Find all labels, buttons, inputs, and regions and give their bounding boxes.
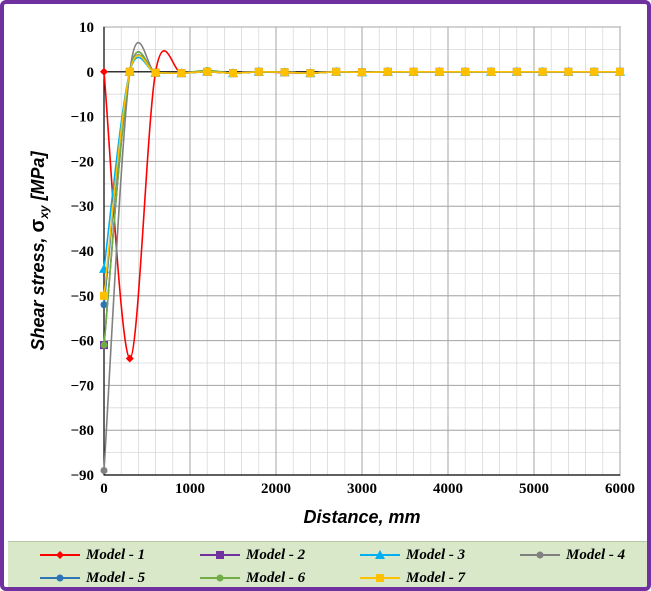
data-point <box>125 354 134 363</box>
x-tick-label: 4000 <box>433 481 463 497</box>
y-tick-label: −40 <box>70 244 94 260</box>
y-tick-label: −10 <box>70 110 94 126</box>
data-point <box>280 68 289 77</box>
legend-label: Model - 2 <box>246 546 306 563</box>
x-tick-label: 0 <box>100 481 108 497</box>
data-point <box>332 67 341 76</box>
y-axis-title-unit: [MPa] <box>28 150 48 205</box>
data-point <box>100 341 108 349</box>
legend-entry: Model - 6 <box>198 567 306 587</box>
y-tick-label: −70 <box>70 378 94 394</box>
legend-entry: Model - 2 <box>198 544 305 566</box>
data-point <box>487 67 495 76</box>
legend-swatch-marker <box>375 550 385 559</box>
legend-swatch <box>360 550 400 559</box>
y-axis-title-subscript: xy <box>37 204 51 220</box>
y-tick-label: −90 <box>70 468 94 484</box>
data-point <box>590 67 599 76</box>
legend-label: Model - 6 <box>246 569 306 586</box>
data-point <box>383 67 392 76</box>
data-point <box>100 467 108 475</box>
x-tick-label: 1000 <box>175 481 205 497</box>
x-tick-label: 6000 <box>605 481 635 497</box>
legend-swatch <box>40 551 80 559</box>
data-point <box>125 67 134 76</box>
grid <box>103 26 621 476</box>
x-tick-label: 2000 <box>261 481 291 497</box>
legend-swatch-marker <box>56 551 64 559</box>
y-axis-title-symbol: σ <box>27 218 49 232</box>
legend-label: Model - 3 <box>406 546 466 563</box>
legend-swatch-marker <box>216 574 224 582</box>
legend-swatch <box>200 574 240 582</box>
legend-swatch <box>520 551 560 559</box>
y-axis-title: Shear stress, σxy [MPa] <box>27 150 51 350</box>
shear-stress-chart: 0 1000 2000 3000 4000 5000 6000 10 0 −10 −20 −30 −40… <box>27 20 635 527</box>
data-point <box>435 67 444 76</box>
legend-swatch-marker <box>216 551 224 559</box>
data-point <box>538 67 547 76</box>
x-tick-label: 3000 <box>347 481 377 497</box>
legend-swatch-marker <box>56 574 64 582</box>
legend-label: Model - 5 <box>86 569 146 586</box>
axis-titles: Distance, mm Shear stress, σxy [MPa] <box>27 150 421 527</box>
x-tick-label: 5000 <box>519 481 549 497</box>
data-point <box>564 67 573 76</box>
y-tick-label: −50 <box>70 289 94 305</box>
legend-label: Model - 4 <box>566 546 626 563</box>
legend-entry: Model - 3 <box>358 544 465 566</box>
legend-entry: Model - 4 <box>518 544 625 566</box>
legend-swatch <box>200 551 240 559</box>
legend-entry: Model - 5 <box>38 567 146 587</box>
y-tick-label: 0 <box>87 65 95 81</box>
legend-swatch <box>40 574 80 582</box>
legend-entry: Model - 7 <box>358 567 466 587</box>
data-point <box>616 67 624 76</box>
data-point <box>203 67 212 76</box>
data-point <box>100 301 108 309</box>
tick-labels: 0 1000 2000 3000 4000 5000 6000 10 0 −10 −20 −30 −40… <box>70 20 635 497</box>
legend-label: Model - 1 <box>86 546 146 563</box>
legend-swatch-marker <box>376 574 384 582</box>
data-point <box>409 67 418 76</box>
legend: Model - 1 Model - 2 Model - 3 Model - 4 Mode… <box>8 541 647 587</box>
data-point <box>100 67 108 76</box>
legend-label: Model - 7 <box>406 569 466 586</box>
data-point <box>100 291 108 300</box>
data-point <box>151 68 160 77</box>
y-tick-label: −30 <box>70 199 94 215</box>
data-point <box>512 67 521 76</box>
legend-entry: Model - 1 <box>38 544 145 566</box>
x-axis-title: Distance, mm <box>303 507 420 527</box>
data-point <box>358 68 366 77</box>
y-tick-label: −20 <box>70 154 94 170</box>
legend-swatch <box>360 574 400 582</box>
series-7 <box>100 54 624 300</box>
series-lines <box>99 41 625 475</box>
y-tick-label: −80 <box>70 423 94 439</box>
data-point <box>229 69 237 78</box>
legend-swatch-marker <box>536 551 544 559</box>
data-point <box>177 69 186 78</box>
data-point <box>461 67 470 76</box>
y-tick-label: −60 <box>70 334 94 350</box>
y-tick-label: 10 <box>79 20 94 36</box>
series-line <box>103 54 620 296</box>
y-axis-title-main: Shear stress, <box>28 232 48 350</box>
data-point <box>254 67 263 76</box>
data-point <box>306 69 315 78</box>
